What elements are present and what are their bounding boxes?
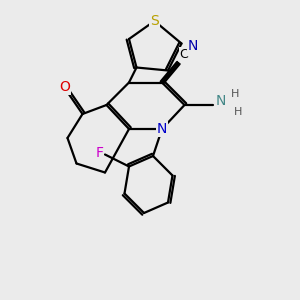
- Text: O: O: [59, 80, 70, 94]
- Text: C: C: [179, 48, 188, 61]
- Text: F: F: [96, 146, 104, 160]
- Text: N: N: [215, 94, 226, 108]
- Text: N: N: [157, 122, 167, 136]
- Text: S: S: [150, 14, 159, 28]
- Text: H: H: [231, 88, 240, 99]
- Text: H: H: [233, 106, 242, 117]
- Text: N: N: [188, 39, 198, 52]
